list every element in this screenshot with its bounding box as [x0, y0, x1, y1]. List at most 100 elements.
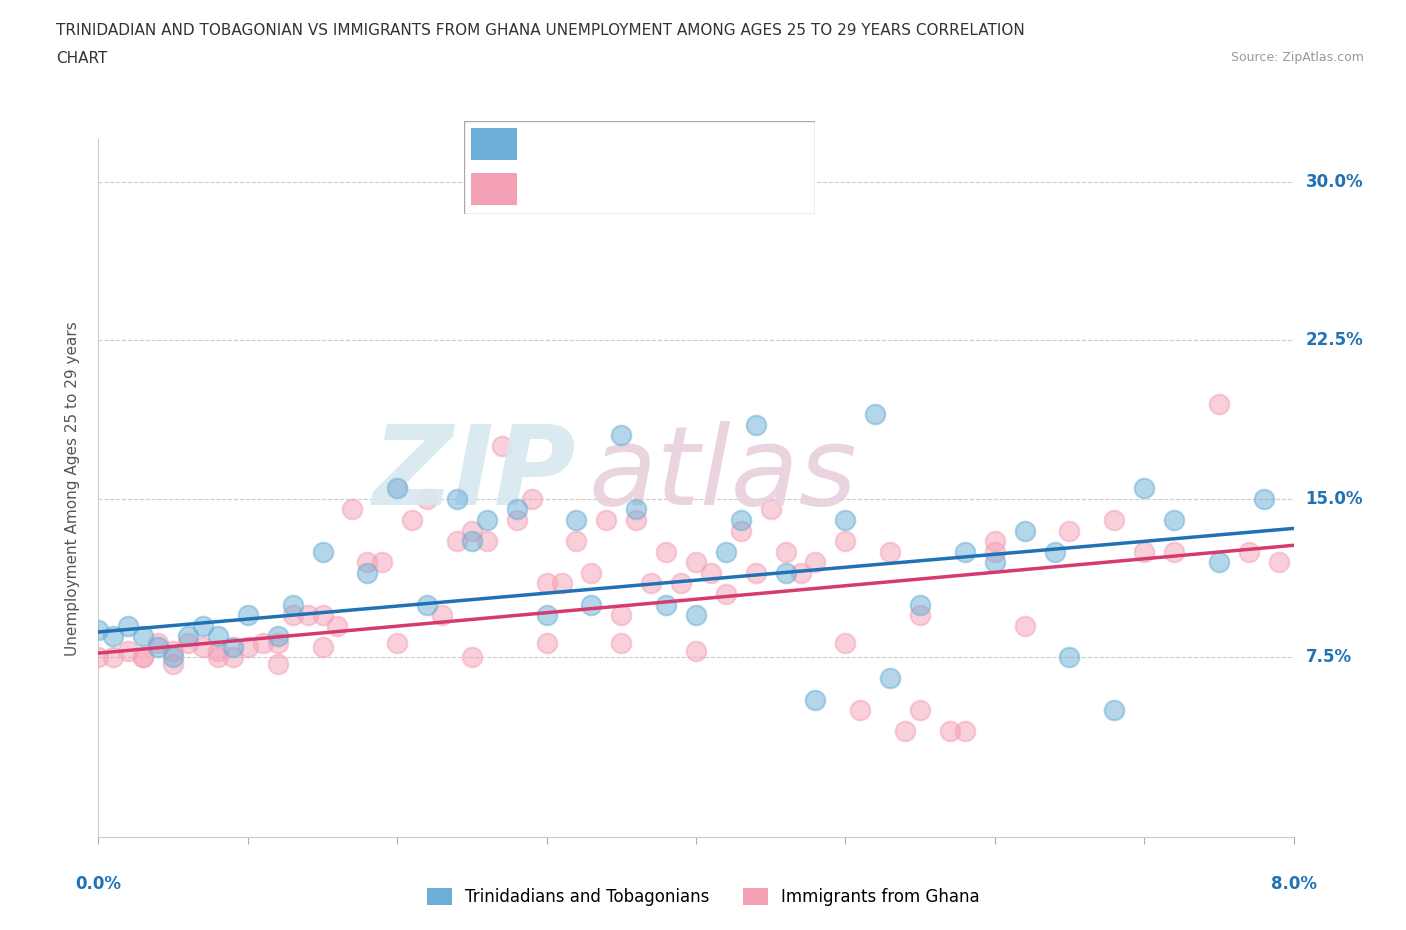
Legend: Trinidadians and Tobagonians, Immigrants from Ghana: Trinidadians and Tobagonians, Immigrants… — [420, 881, 986, 912]
Point — [430, 607, 453, 622]
Point — [1043, 544, 1066, 559]
Point — [730, 523, 752, 538]
Point — [385, 635, 409, 650]
Point — [281, 607, 304, 622]
Point — [834, 512, 856, 527]
Point — [117, 644, 139, 658]
Point — [953, 544, 976, 559]
Point — [252, 635, 274, 650]
Point — [207, 650, 229, 665]
Point — [939, 724, 962, 738]
Point — [356, 565, 378, 580]
FancyBboxPatch shape — [464, 121, 815, 214]
Point — [640, 576, 662, 591]
Point — [804, 555, 827, 570]
Point — [236, 639, 259, 654]
Point — [536, 607, 558, 622]
Text: 15.0%: 15.0% — [1305, 490, 1362, 508]
Point — [446, 534, 468, 549]
Point — [714, 587, 737, 602]
Text: 30.0%: 30.0% — [1305, 173, 1362, 191]
Text: R = 0.190: R = 0.190 — [527, 135, 634, 153]
Text: 8.0%: 8.0% — [1271, 875, 1316, 894]
Point — [1102, 512, 1125, 527]
Point — [834, 635, 856, 650]
Point — [461, 523, 484, 538]
Point — [281, 597, 304, 612]
Text: 7.5%: 7.5% — [1305, 648, 1351, 666]
Point — [745, 565, 768, 580]
FancyBboxPatch shape — [471, 128, 517, 160]
Point — [1014, 523, 1036, 538]
Point — [475, 512, 498, 527]
Point — [834, 534, 856, 549]
Point — [685, 644, 707, 658]
Point — [714, 544, 737, 559]
Point — [610, 607, 633, 622]
Point — [894, 724, 917, 738]
Point — [267, 629, 290, 644]
Point — [685, 607, 707, 622]
Point — [1267, 555, 1289, 570]
Point — [759, 502, 782, 517]
Point — [983, 544, 1005, 559]
Point — [461, 650, 484, 665]
Point — [311, 544, 333, 559]
Point — [385, 481, 409, 496]
Text: 22.5%: 22.5% — [1305, 331, 1364, 350]
Point — [1163, 544, 1185, 559]
Point — [132, 629, 155, 644]
Point — [87, 650, 110, 665]
Point — [371, 555, 394, 570]
Point — [879, 544, 901, 559]
Point — [804, 692, 827, 707]
Point — [267, 635, 290, 650]
Point — [177, 635, 200, 650]
Text: N = 47: N = 47 — [682, 135, 755, 153]
Point — [356, 555, 378, 570]
Point — [461, 534, 484, 549]
Point — [1208, 396, 1230, 411]
Point — [236, 607, 259, 622]
Point — [385, 481, 409, 496]
Point — [520, 491, 543, 506]
Point — [775, 565, 797, 580]
Text: atlas: atlas — [588, 420, 858, 528]
Point — [401, 512, 423, 527]
Point — [624, 502, 647, 517]
Point — [1163, 512, 1185, 527]
Point — [1237, 544, 1260, 559]
Point — [207, 629, 229, 644]
Point — [610, 635, 633, 650]
Point — [103, 629, 125, 644]
Point — [908, 703, 931, 718]
Point — [162, 650, 184, 665]
Point — [655, 597, 678, 612]
Point — [446, 491, 468, 506]
Point — [191, 618, 214, 633]
Point — [983, 555, 1005, 570]
FancyBboxPatch shape — [471, 173, 517, 205]
Point — [595, 512, 617, 527]
Point — [297, 607, 319, 622]
Point — [342, 502, 364, 517]
Point — [908, 597, 931, 612]
Point — [132, 650, 155, 665]
Text: Source: ZipAtlas.com: Source: ZipAtlas.com — [1230, 51, 1364, 64]
Point — [148, 635, 170, 650]
Point — [536, 576, 558, 591]
Point — [745, 418, 768, 432]
Point — [491, 439, 513, 454]
Point — [1133, 481, 1156, 496]
Text: R = 0.165: R = 0.165 — [527, 179, 634, 198]
Point — [416, 597, 439, 612]
Point — [863, 406, 886, 421]
Point — [610, 428, 633, 443]
Point — [311, 607, 333, 622]
Point — [207, 644, 229, 658]
Point — [1014, 618, 1036, 633]
Point — [132, 650, 155, 665]
Text: 0.0%: 0.0% — [76, 875, 121, 894]
Point — [222, 650, 245, 665]
Point — [565, 512, 588, 527]
